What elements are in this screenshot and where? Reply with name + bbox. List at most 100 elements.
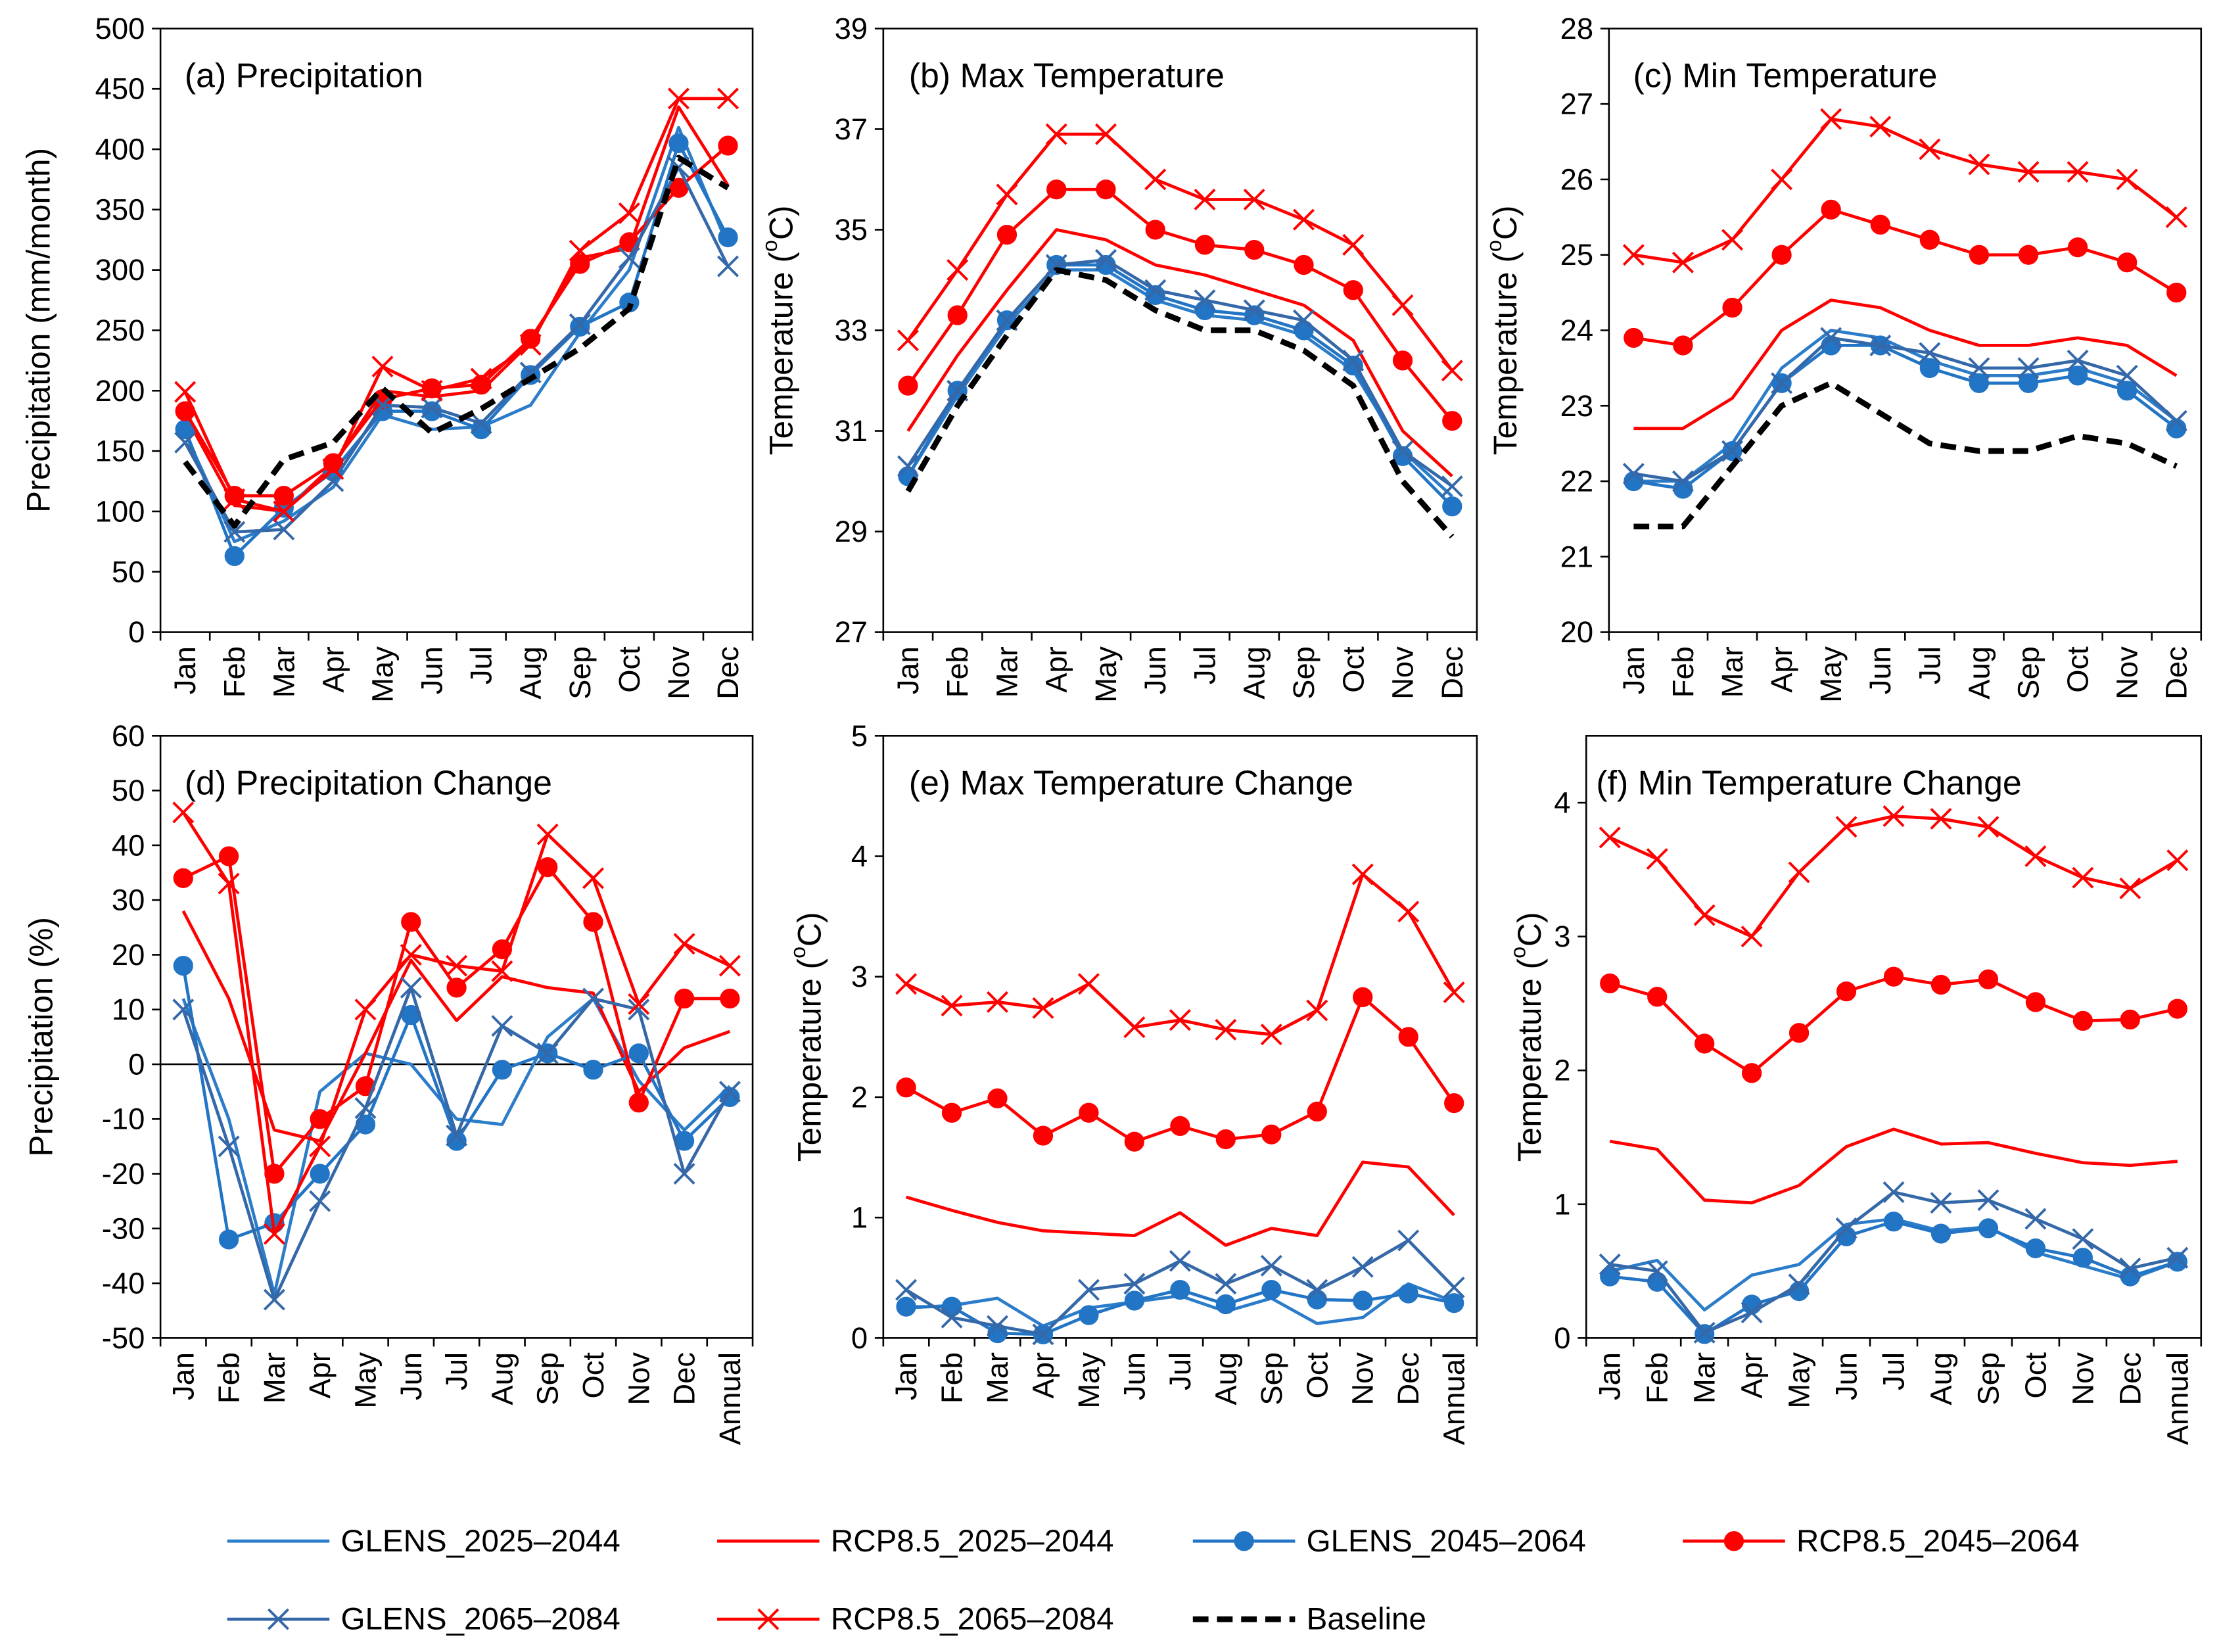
marker-rcp8-5-2065-2084-oct	[2067, 160, 2089, 183]
marker-rcp8-5-2045-2064-jul	[1170, 1116, 1190, 1137]
marker-rcp8-5-2045-2064-oct	[583, 912, 603, 932]
x-tick-label-nov: Nov	[2066, 1352, 2099, 1405]
marker-rcp8-5-2065-2084-feb	[1672, 251, 1694, 273]
marker-glens-2065-2084-dec	[1397, 1229, 1420, 1252]
y-tick-label: 350	[95, 193, 145, 226]
series-line-glens-2065-2084	[906, 258, 1453, 488]
series-line-glens-2065-2084	[183, 166, 730, 534]
y-tick-label: 50	[112, 555, 145, 588]
y-axis-label-text: Temperature (	[1511, 958, 1548, 1162]
marker-rcp8-5-2065-2084-nov	[2072, 866, 2094, 889]
marker-glens-2065-2084-annual	[718, 1081, 741, 1103]
marker-rcp8-5-2045-2064-jul	[1194, 235, 1215, 255]
marker-glens-2065-2084-mar	[986, 1315, 1008, 1337]
marker-glens-2065-2084-jul	[1919, 342, 1941, 364]
marker-rcp8-5-2045-2064-dec	[1442, 411, 1462, 431]
marker-rcp8-5-2045-2064-mar	[273, 485, 294, 506]
marker-rcp8-5-2045-2064-jan	[898, 375, 918, 396]
marker-rcp8-5-2045-2064-apr	[1033, 1125, 1054, 1146]
marker-rcp8-5-2045-2064-mar	[996, 224, 1017, 245]
x-tick-label-may: May	[1783, 1352, 1816, 1409]
y-tick-label: 25	[1560, 238, 1593, 271]
x-tick-label-may: May	[1814, 646, 1848, 703]
marker-rcp8-5-2045-2064-annual	[720, 988, 740, 1009]
marker-rcp8-5-2065-2084-aug	[519, 334, 542, 356]
series-line-rcp8-5-2025-2044	[906, 228, 1453, 478]
marker-rcp8-5-2045-2064-mar	[987, 1088, 1008, 1108]
x-tick-label-aug: Aug	[1238, 646, 1271, 699]
marker-glens-2065-2084-jun	[1835, 1217, 1858, 1239]
marker-rcp8-5-2045-2064-feb	[1673, 335, 1693, 356]
series-line-rcp8-5-2025-2044	[1609, 1127, 2178, 1205]
marker-rcp8-5-2045-2064-dec	[1398, 1027, 1418, 1047]
x-tick-label-aug: Aug	[1924, 1352, 1957, 1405]
marker-rcp8-5-2065-2084-jan	[1599, 826, 1621, 849]
marker-glens-2065-2084-jul	[446, 1124, 468, 1146]
marker-rcp8-5-2065-2084-dec	[2165, 206, 2187, 228]
y-tick-label: 3	[851, 960, 868, 993]
y-tick-label: 60	[112, 719, 145, 753]
x-tick-label-aug: Aug	[485, 1352, 519, 1405]
x-tick-label-oct: Oct	[2061, 646, 2095, 693]
legend-marker	[267, 1608, 289, 1630]
marker-glens-2065-2084-feb	[1646, 1260, 1668, 1283]
x-tick-label-jul: Jul	[1188, 646, 1221, 684]
marker-glens-2065-2084-oct	[1342, 349, 1365, 371]
x-tick-label-oct: Oct	[1336, 646, 1370, 693]
x-tick-label-aug: Aug	[514, 646, 548, 699]
marker-glens-2065-2084-nov	[1391, 440, 1414, 462]
marker-glens-2045-2064-may	[1079, 1305, 1099, 1325]
marker-glens-2045-2064-nov	[2072, 1248, 2093, 1268]
x-tick-label-jul: Jul	[1913, 646, 1946, 684]
x-tick-label-nov: Nov	[2111, 646, 2144, 699]
y-axis-label: Temperature (oC)	[758, 206, 799, 456]
x-tick-label-dec: Dec	[668, 1352, 701, 1405]
x-tick-label-mar: Mar	[267, 646, 300, 697]
marker-glens-2065-2084-jun	[1123, 1273, 1146, 1295]
y-axis-label-text: Precipitation (%)	[23, 917, 60, 1157]
x-tick-label-jan: Jan	[1617, 646, 1650, 694]
legend-marker	[1723, 1531, 1744, 1551]
marker-glens-2045-2064-oct	[2025, 1238, 2046, 1259]
marker-rcp8-5-2065-2084-nov	[2116, 168, 2138, 191]
marker-glens-2065-2084-dec	[717, 255, 739, 277]
marker-glens-2065-2084-dec	[1441, 475, 1463, 498]
legend-item-glens-2065-2084: GLENS_2065–2084	[227, 1602, 620, 1637]
marker-rcp8-5-2065-2084-sep	[2017, 160, 2040, 183]
marker-glens-2065-2084-annual	[2166, 1246, 2189, 1269]
series-line-rcp8-5-2065-2084	[1633, 117, 2178, 264]
x-tick-label-feb: Feb	[212, 1352, 246, 1404]
y-tick-label: 10	[112, 993, 145, 1026]
marker-glens-2045-2064-jan	[1600, 1266, 1620, 1286]
plot-frame	[159, 735, 754, 1339]
x-tick-label-aug: Aug	[1962, 646, 1996, 699]
marker-rcp8-5-2065-2084-jun	[421, 379, 443, 402]
x-tick-label-dec: Dec	[2160, 646, 2193, 699]
marker-rcp8-5-2045-2064-mar	[1722, 297, 1742, 318]
marker-glens-2065-2084-apr	[1771, 372, 1793, 394]
y-tick-label: 2	[851, 1080, 868, 1114]
marker-rcp8-5-2045-2064-jun	[1124, 1131, 1145, 1152]
y-tick-label: 31	[835, 414, 868, 448]
marker-rcp8-5-2045-2064-dec	[2166, 282, 2187, 303]
marker-rcp8-5-2045-2064-oct	[2025, 992, 2046, 1012]
x-tick-label-jul: Jul	[1163, 1352, 1197, 1390]
marker-glens-2065-2084-jan	[897, 455, 919, 477]
y-axis-label: Precipitation (mm/month)	[20, 148, 57, 513]
marker-rcp8-5-2045-2064-sep	[1294, 254, 1314, 275]
marker-glens-2065-2084-jun	[400, 976, 422, 999]
marker-glens-2065-2084-jan	[172, 999, 195, 1021]
marker-glens-2045-2064-aug	[1215, 1294, 1236, 1315]
marker-rcp8-5-2065-2084-dec	[1397, 901, 1420, 923]
x-tick-label-nov: Nov	[1346, 1352, 1380, 1405]
marker-glens-2065-2084-mar	[273, 519, 295, 540]
y-tick-label: -30	[102, 1212, 145, 1245]
x-tick-label-sep: Sep	[531, 1352, 565, 1405]
marker-rcp8-5-2065-2084-nov	[1351, 863, 1374, 885]
x-tick-label-mar: Mar	[981, 1352, 1014, 1404]
marker-glens-2065-2084-jan	[1599, 1253, 1621, 1275]
marker-glens-2065-2084-apr	[1741, 1302, 1763, 1324]
y-tick-label: 250	[95, 314, 145, 347]
marker-rcp8-5-2045-2064-nov	[2117, 252, 2138, 273]
